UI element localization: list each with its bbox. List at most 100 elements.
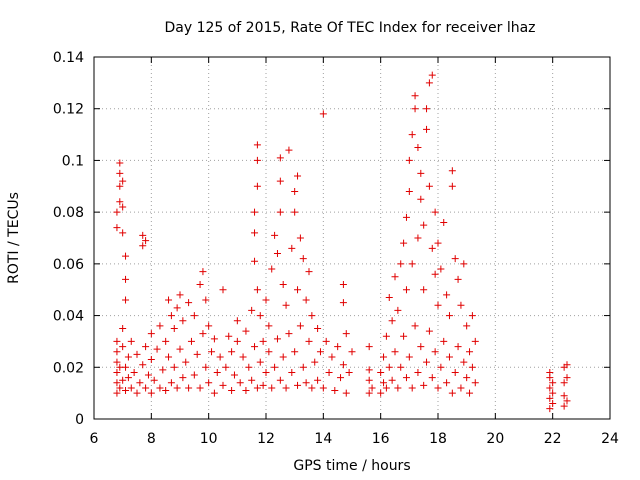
data-point [365,366,373,374]
data-point [460,260,468,268]
data-point [402,213,410,221]
data-point [210,335,218,343]
data-point [185,299,193,307]
data-point [202,296,210,304]
data-point [319,384,327,392]
data-point [411,92,419,100]
data-point [377,389,385,397]
data-point [408,131,416,139]
x-tick-label: 12 [257,431,275,447]
data-point [279,353,287,361]
data-point [294,381,302,389]
data-point [113,348,121,356]
data-point [273,335,281,343]
data-point [414,368,422,376]
data-point [546,394,554,402]
data-point [468,312,476,320]
data-point [285,146,293,154]
data-point [316,348,324,356]
data-point [245,363,253,371]
data-point [417,169,425,177]
data-point [365,376,373,384]
data-point [133,389,141,397]
data-point [262,296,270,304]
data-point [165,296,173,304]
data-point [440,218,448,226]
data-point [431,208,439,216]
data-point [402,286,410,294]
data-point [466,348,474,356]
data-point [142,237,150,245]
data-point [325,368,333,376]
data-point [119,203,127,211]
data-point [563,397,571,405]
data-point [345,368,353,376]
data-point [262,368,270,376]
data-point [339,281,347,289]
data-point [296,322,304,330]
data-point [451,255,459,263]
data-point [256,358,264,366]
data-point [127,384,135,392]
data-point [466,389,474,397]
data-point [159,366,167,374]
data-point [400,332,408,340]
x-tick-label: 18 [429,431,447,447]
data-point [253,141,261,149]
data-point [271,231,279,239]
data-point [460,358,468,366]
data-point [445,312,453,320]
data-point [199,330,207,338]
data-point [265,348,273,356]
data-point [196,384,204,392]
data-point [119,229,127,237]
data-point [139,361,147,369]
data-point [388,376,396,384]
chart-title: Day 125 of 2015, Rate Of TEC Index for r… [164,20,535,36]
data-point [265,322,273,330]
data-point [428,71,436,79]
data-point [219,381,227,389]
data-point [549,389,557,397]
data-point [408,260,416,268]
data-point [253,182,261,190]
data-point [127,337,135,345]
data-point [170,363,178,371]
y-tick-label: 0.06 [53,257,84,273]
x-tick-label: 20 [486,431,504,447]
data-point [156,322,164,330]
data-point [394,384,402,392]
data-point [259,381,267,389]
data-point [253,156,261,164]
data-point [342,330,350,338]
data-point [182,358,190,366]
data-point [228,348,236,356]
data-point [397,260,405,268]
data-point [291,208,299,216]
data-point [448,389,456,397]
data-point [216,353,224,361]
data-point [113,368,121,376]
data-point [116,169,124,177]
data-point [147,389,155,397]
data-point [314,325,322,332]
y-tick-label: 0.1 [62,153,84,169]
data-point [124,353,132,361]
data-point [468,363,476,371]
grid-lines [94,57,610,419]
x-tick-label: 10 [200,431,218,447]
data-point [119,343,127,351]
x-tick-label: 22 [544,431,562,447]
plot-frame [93,56,611,420]
data-point [334,343,342,351]
data-point [193,350,201,358]
data-point [122,363,130,371]
data-point [420,286,428,294]
data-point [130,368,138,376]
data-point [454,343,462,351]
data-point [251,257,259,265]
data-point [147,356,155,364]
data-point [434,384,442,392]
data-point [380,353,388,361]
